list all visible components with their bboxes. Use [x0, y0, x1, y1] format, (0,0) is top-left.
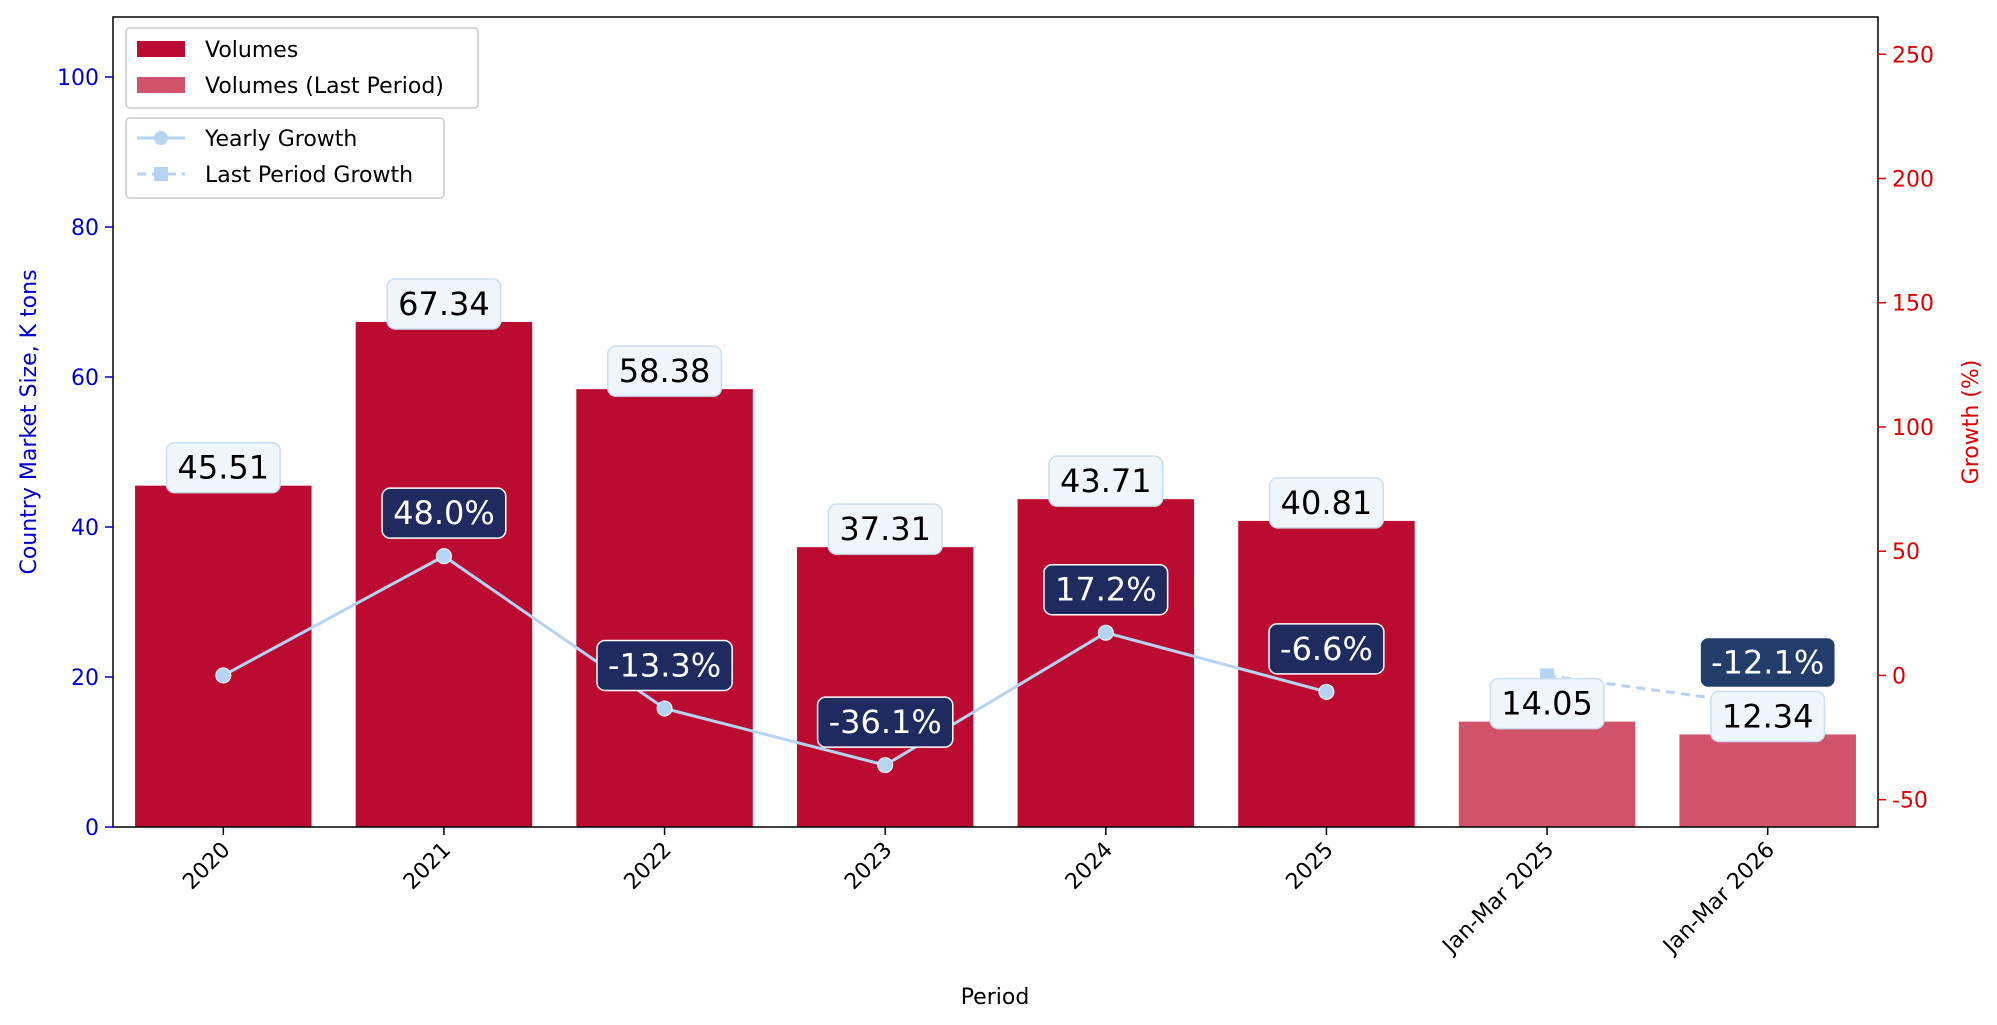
- volume-label-2025-box: [1268, 477, 1384, 529]
- marker-yearly-growth-2025: [1318, 683, 1335, 700]
- volume-label-jan-mar-2025: 14.05: [1489, 677, 1605, 730]
- bar-2021: [355, 321, 533, 827]
- volume-label-jan-mar-2026-box: [1710, 690, 1826, 743]
- bar-2023: [796, 547, 974, 827]
- growth-label-2023-box: [816, 696, 954, 748]
- growth-label-2023-text: -36.1%: [829, 703, 942, 741]
- volume-label-2020-text: 45.51: [178, 449, 270, 487]
- legend-label-last-period-growth: Last Period Growth: [205, 163, 413, 188]
- growth-label-2025-text: -6.6%: [1280, 630, 1373, 668]
- plot-frame: [112, 16, 1879, 828]
- y-right-tick-label: -50: [1892, 789, 1928, 814]
- volume-label-2022-text: 58.38: [619, 352, 711, 390]
- growth-label-2021: 48.0%: [381, 487, 507, 539]
- volume-label-2021-text: 67.34: [398, 285, 490, 323]
- y-left-tick-label: 80: [71, 216, 99, 241]
- growth-label-jan-mar-2026-text: -12.1%: [1711, 644, 1824, 682]
- bar-2024: [1017, 499, 1195, 827]
- line-yearly-growth: [222, 554, 1327, 767]
- legend-label-volumes: Volumes: [205, 38, 298, 63]
- marker-yearly-growth-2021: [435, 548, 452, 565]
- volume-label-2023-text: 37.31: [839, 510, 931, 548]
- volume-label-2020: 45.51: [165, 441, 281, 494]
- growth-label-jan-mar-2026: -12.1%: [1699, 636, 1837, 689]
- x-tick-label-2025: 2025: [1281, 838, 1338, 895]
- marker-yearly-growth-2020: [215, 667, 232, 684]
- y-left-tick-label: 40: [71, 516, 99, 541]
- growth-label-jan-mar-2026-box: [1699, 636, 1837, 689]
- marker-yearly-growth-2024: [1097, 624, 1114, 641]
- legend-label-yearly-growth: Yearly Growth: [204, 127, 357, 152]
- volume-label-2022-box: [607, 345, 723, 397]
- volume-label-2023-box: [827, 503, 943, 555]
- legend-marker-last-period-growth: [154, 167, 168, 181]
- y-axis-right-title: Growth (%): [1959, 360, 1984, 485]
- x-tick-label-2021: 2021: [399, 838, 456, 895]
- legend-lines-frame: [125, 117, 445, 199]
- x-tick-label-jan-mar-2025: Jan-Mar 2025: [1437, 838, 1560, 961]
- legend-swatch-volumes: [137, 41, 185, 57]
- volume-label-2025-text: 40.81: [1281, 484, 1373, 522]
- bar-jan-mar-2026: [1679, 734, 1856, 827]
- legend-bars-frame: [125, 27, 479, 109]
- x-tick-label-2024: 2024: [1061, 838, 1118, 895]
- bar-jan-mar-2025: [1458, 721, 1636, 827]
- volume-label-2025: 40.81: [1268, 477, 1384, 529]
- growth-label-2021-box: [381, 487, 507, 539]
- y-left-tick-label: 60: [71, 366, 99, 391]
- volume-label-jan-mar-2025-text: 14.05: [1501, 685, 1593, 723]
- x-tick-label-2022: 2022: [620, 838, 677, 895]
- y-right-tick-label: 100: [1892, 416, 1934, 441]
- legend-bars: Volumes Volumes (Last Period): [125, 27, 479, 109]
- x-tick-label-jan-mar-2026: Jan-Mar 2026: [1657, 838, 1780, 961]
- y-right-tick-label: 0: [1892, 664, 1906, 689]
- growth-label-2024-box: [1043, 563, 1169, 616]
- volume-label-2021: 67.34: [386, 278, 502, 330]
- volume-label-2020-box: [165, 441, 281, 494]
- y-right-tick-label: 50: [1892, 540, 1920, 565]
- y-left-tick-label: 20: [71, 666, 99, 691]
- growth-label-2024: 17.2%: [1043, 563, 1169, 616]
- legend-marker-yearly-growth: [154, 131, 168, 145]
- growth-label-2025-box: [1268, 623, 1385, 675]
- marker-yearly-growth-2022: [656, 700, 673, 717]
- legend-label-volumes-last-period: Volumes (Last Period): [205, 74, 444, 99]
- growth-label-2023: -36.1%: [816, 696, 954, 748]
- y-axis-left-title: Country Market Size, K tons: [17, 269, 42, 574]
- volume-label-2022: 58.38: [607, 345, 723, 397]
- growth-label-2025: -6.6%: [1268, 623, 1385, 675]
- volume-label-jan-mar-2026-text: 12.34: [1722, 697, 1814, 735]
- volume-label-2024: 43.71: [1048, 455, 1164, 507]
- x-tick-label-2023: 2023: [840, 838, 897, 895]
- volume-label-2023: 37.31: [827, 503, 943, 555]
- volume-label-jan-mar-2026: 12.34: [1710, 690, 1826, 743]
- y-left-tick-label: 0: [85, 816, 99, 841]
- y-right-tick-label: 250: [1892, 43, 1934, 68]
- y-left-tick-label: 100: [57, 66, 99, 91]
- growth-label-2024-text: 17.2%: [1055, 571, 1157, 609]
- bar-2020: [135, 485, 312, 827]
- legend-lines: Yearly Growth Last Period Growth: [125, 117, 445, 199]
- growth-label-2022: -13.3%: [596, 639, 733, 692]
- volume-label-2024-box: [1048, 455, 1164, 507]
- bars-layer: [135, 321, 1856, 827]
- bar-2022: [576, 389, 753, 827]
- volume-label-2021-box: [386, 278, 502, 330]
- growth-label-2021-text: 48.0%: [393, 494, 495, 532]
- volume-label-2024-text: 43.71: [1060, 462, 1152, 500]
- y-right-tick-label: 200: [1892, 168, 1934, 193]
- x-axis-title: Period: [961, 985, 1030, 1010]
- y-right-tick-label: 150: [1892, 292, 1934, 317]
- marker-yearly-growth-2023: [877, 757, 894, 774]
- volume-label-jan-mar-2025-box: [1489, 677, 1605, 730]
- growth-label-2022-text: -13.3%: [608, 646, 721, 684]
- legend-swatch-volumes-last-period: [137, 77, 185, 93]
- x-tick-label-2020: 2020: [178, 838, 235, 895]
- growth-label-2022-box: [596, 639, 733, 692]
- labels-layer: 45.51 67.34 58.38 37.31 43.71 40.81 14.05 12.34…: [165, 278, 1837, 748]
